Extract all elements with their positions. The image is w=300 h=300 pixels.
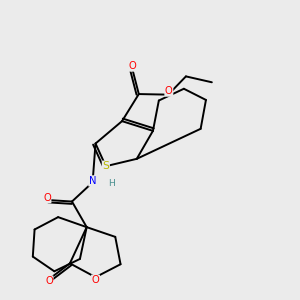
Text: H: H <box>108 179 115 188</box>
Text: S: S <box>102 161 109 171</box>
Text: O: O <box>45 276 53 286</box>
Text: O: O <box>43 193 51 203</box>
Text: O: O <box>128 61 136 71</box>
Text: N: N <box>89 176 96 186</box>
Text: O: O <box>92 275 99 285</box>
Text: O: O <box>165 86 173 96</box>
